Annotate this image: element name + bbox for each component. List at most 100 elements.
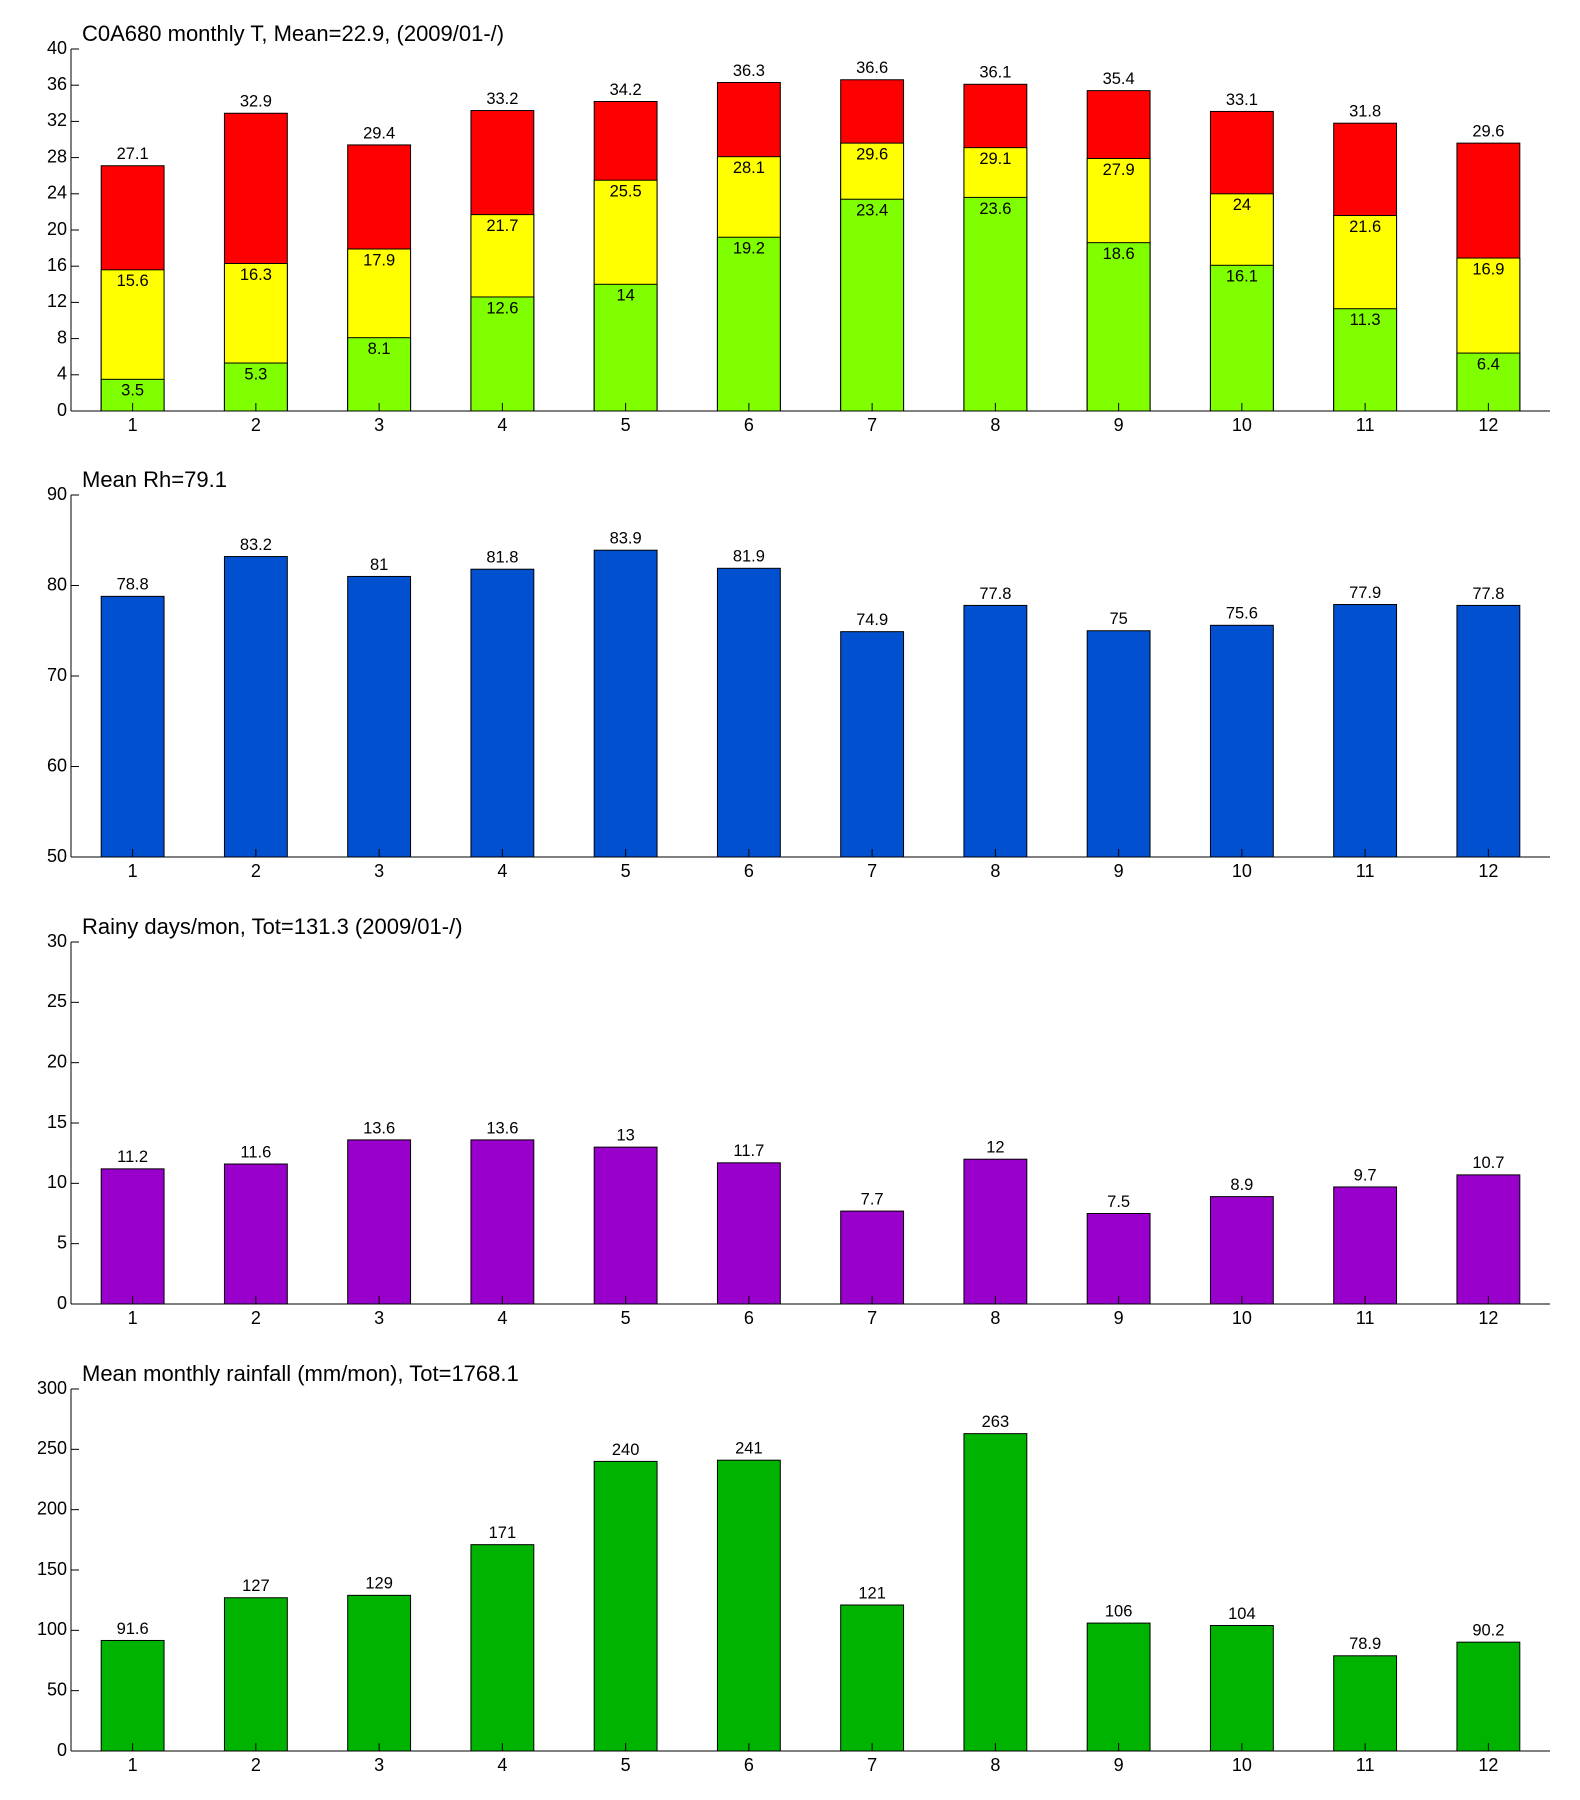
value-label: 19.2 (733, 240, 765, 258)
value-label: 240 (612, 1441, 640, 1459)
bar (223, 1597, 288, 1752)
x-tick-label: 3 (374, 1755, 384, 1775)
value-label: 121 (858, 1584, 886, 1602)
x-tick-label: 3 (374, 415, 384, 435)
value-label: 78.9 (1349, 1635, 1381, 1653)
x-tick-label: 10 (1232, 861, 1252, 881)
value-label: 7.7 (861, 1190, 884, 1208)
value-label: 12.6 (486, 299, 518, 317)
value-label: 25.5 (610, 183, 642, 201)
value-label: 29.6 (856, 145, 888, 163)
bar (347, 575, 412, 858)
bar (716, 1459, 781, 1752)
x-tick-label: 8 (990, 861, 1000, 881)
bar (100, 1639, 165, 1752)
y-tick-label: 10 (47, 1172, 67, 1192)
x-tick-label: 8 (990, 1755, 1000, 1775)
x-tick-label: 12 (1478, 415, 1498, 435)
value-label: 81.8 (486, 549, 518, 567)
bar (347, 1139, 412, 1305)
value-label: 127 (242, 1577, 270, 1595)
y-tick-label: 24 (47, 183, 67, 203)
x-tick-label: 1 (128, 415, 138, 435)
y-tick-label: 16 (47, 255, 67, 275)
value-label: 33.2 (486, 90, 518, 108)
value-label: 34.2 (610, 81, 642, 99)
value-label: 12 (986, 1139, 1004, 1157)
y-tick-label: 36 (47, 74, 67, 94)
x-tick-label: 8 (990, 415, 1000, 435)
x-tick-label: 6 (744, 1308, 754, 1328)
value-label: 13.6 (486, 1119, 518, 1137)
value-label: 33.1 (1226, 91, 1258, 109)
y-tick-label: 80 (47, 574, 67, 594)
value-label: 77.8 (979, 585, 1011, 603)
value-label: 81 (370, 556, 388, 574)
value-label: 28.1 (733, 159, 765, 177)
y-tick-label: 5 (57, 1232, 67, 1252)
bar (1209, 264, 1274, 412)
value-label: 27.1 (117, 145, 149, 163)
y-tick-label: 150 (37, 1559, 67, 1579)
value-label: 9.7 (1354, 1166, 1377, 1184)
value-label: 241 (735, 1440, 763, 1458)
value-label: 18.6 (1103, 245, 1135, 263)
bar (593, 283, 658, 412)
bar (1333, 604, 1398, 858)
bar (963, 604, 1028, 858)
value-label: 11.3 (1350, 311, 1381, 329)
y-tick-label: 20 (47, 219, 67, 239)
bar (1456, 604, 1521, 858)
x-tick-label: 9 (1114, 861, 1124, 881)
x-tick-label: 6 (744, 1755, 754, 1775)
bar (1086, 242, 1151, 412)
chart-title: Mean monthly rainfall (mm/mon), Tot=1768… (82, 1361, 519, 1386)
value-label: 11.6 (240, 1143, 271, 1161)
y-tick-label: 0 (57, 400, 67, 420)
y-tick-label: 15 (47, 1112, 67, 1132)
value-label: 106 (1105, 1602, 1133, 1620)
value-label: 77.8 (1472, 585, 1504, 603)
x-tick-label: 6 (744, 861, 754, 881)
y-tick-label: 100 (37, 1619, 67, 1639)
y-tick-label: 200 (37, 1498, 67, 1518)
value-label: 35.4 (1103, 70, 1135, 88)
x-tick-label: 5 (621, 861, 631, 881)
value-label: 16.9 (1472, 260, 1504, 278)
y-tick-label: 0 (57, 1293, 67, 1313)
x-tick-label: 11 (1356, 415, 1375, 435)
value-label: 29.6 (1472, 122, 1504, 140)
y-tick-label: 8 (57, 327, 67, 347)
x-tick-label: 12 (1478, 861, 1498, 881)
bar (1086, 1622, 1151, 1752)
value-label: 10.7 (1472, 1154, 1504, 1172)
value-label: 74.9 (856, 611, 888, 629)
value-label: 13 (616, 1126, 634, 1144)
bar (963, 1158, 1028, 1305)
value-label: 21.7 (486, 217, 518, 235)
bar (100, 1168, 165, 1305)
x-tick-label: 4 (497, 1308, 507, 1328)
value-label: 11.2 (117, 1148, 148, 1166)
x-tick-label: 2 (251, 1755, 261, 1775)
x-tick-label: 7 (867, 1308, 877, 1328)
y-tick-label: 90 (47, 484, 67, 504)
value-label: 31.8 (1349, 103, 1381, 121)
bar (716, 567, 781, 858)
bar (963, 1433, 1028, 1752)
bar (470, 568, 535, 858)
value-label: 3.5 (121, 382, 144, 400)
bar (1209, 624, 1274, 858)
x-tick-label: 10 (1232, 1308, 1252, 1328)
bar (347, 337, 412, 412)
y-tick-label: 12 (47, 291, 67, 311)
bar (963, 196, 1028, 412)
y-tick-label: 0 (57, 1740, 67, 1760)
bar (470, 1544, 535, 1752)
bar (1333, 1655, 1398, 1752)
value-label: 6.4 (1477, 355, 1500, 373)
x-tick-label: 12 (1478, 1755, 1498, 1775)
value-label: 16.3 (240, 266, 272, 284)
